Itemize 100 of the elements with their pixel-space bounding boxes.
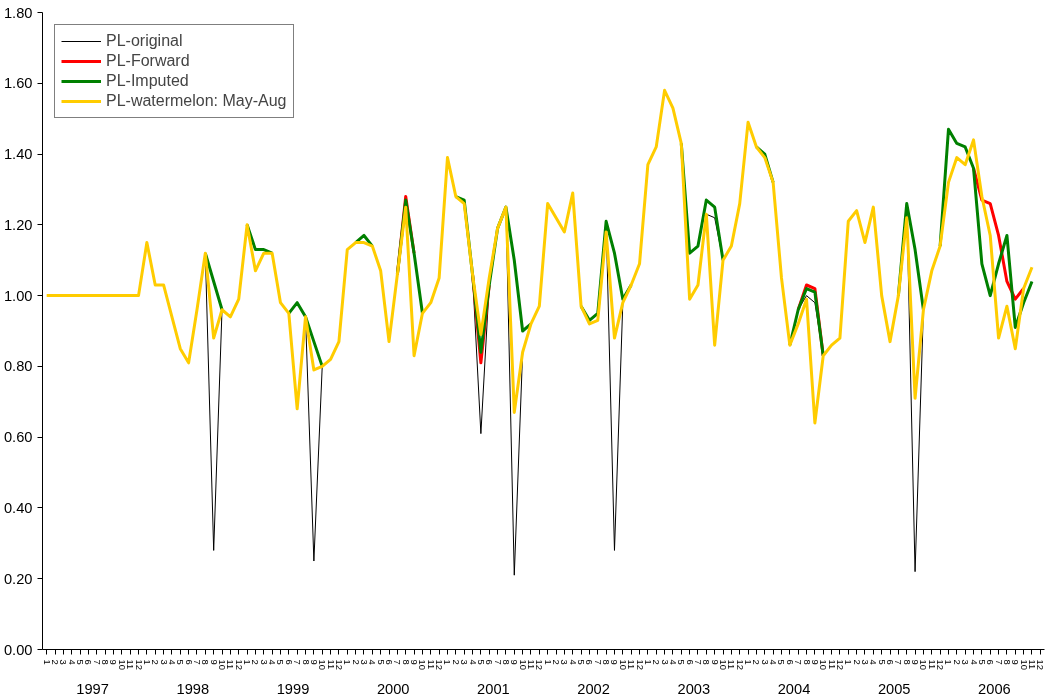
x-tick-label: 4 [768, 659, 779, 665]
legend-label: PL-original [106, 32, 183, 50]
y-tick-label: 0.60 [3, 429, 33, 446]
x-tick-label: 11 [726, 659, 737, 670]
x-tick-label: 11 [926, 659, 937, 670]
x-tick-label: 8 [400, 659, 411, 665]
x-tick-label: 11 [525, 659, 536, 670]
legend-label: PL-watermelon: May-Aug [106, 92, 287, 110]
x-tick-label: 11 [125, 659, 136, 670]
text: 2006 [978, 680, 1011, 696]
x-tick-label: 11 [626, 659, 637, 670]
x-tick-label: 11 [325, 659, 336, 670]
x-tick-label: 6 [885, 659, 896, 665]
text: 2005 [877, 680, 911, 696]
x-tick-label: 7 [91, 659, 102, 665]
x-tick-label: 5 [475, 659, 486, 665]
x-tick-label: 6 [985, 659, 996, 665]
x-tick-label: 5 [75, 659, 86, 665]
x-tick-label: 7 [592, 659, 603, 665]
x-tick-label: 3 [759, 659, 770, 665]
x-tick-label: 3 [859, 659, 870, 665]
x-tick-label: 3 [559, 659, 570, 665]
x-tick-label: 12 [534, 659, 545, 670]
x-tick-label: 2 [651, 659, 662, 665]
x-tick-label: 9 [609, 659, 620, 665]
x-tick-label: 7 [692, 659, 703, 665]
x-tick-label: 1 [642, 659, 653, 665]
y-tick-label: 0.00 [3, 641, 33, 658]
x-tick-label: 2 [350, 659, 361, 665]
x-tick-label: 10 [818, 659, 829, 670]
x-tick-label: 11 [1026, 659, 1037, 670]
x-tick-label: 2 [450, 659, 461, 665]
y-tick-label: 0.40 [3, 499, 33, 516]
x-tick-label: 12 [834, 659, 845, 670]
x-tick-label: 8 [300, 659, 311, 665]
x-tick-label: 12 [1035, 659, 1046, 670]
x-tick-label: 7 [993, 659, 1004, 665]
x-tick-label: 2 [250, 659, 261, 665]
x-tick-label: 9 [208, 659, 219, 665]
x-tick-label: 3 [58, 659, 69, 665]
x-tick-label: 5 [375, 659, 386, 665]
x-tick-label: 9 [709, 659, 720, 665]
text: 2003 [677, 680, 711, 696]
x-tick-label: 10 [1018, 659, 1029, 670]
x-tick-label: 2 [951, 659, 962, 665]
x-tick-label: 4 [968, 659, 979, 665]
x-tick-label: 5 [275, 659, 286, 665]
x-tick-label: 6 [183, 659, 194, 665]
x-tick-label: 11 [425, 659, 436, 670]
x-tick-label: 4 [467, 659, 478, 665]
x-tick-label: 11 [826, 659, 837, 670]
x-tick-label: 5 [676, 659, 687, 665]
x-tick-label: 3 [960, 659, 971, 665]
x-tick-label: 10 [116, 659, 127, 670]
x-tick-label: 10 [417, 659, 428, 670]
x-tick-label: 11 [225, 659, 236, 670]
y-tick-label: 0.20 [3, 570, 33, 587]
x-tick-label: 8 [200, 659, 211, 665]
x-tick-label: 8 [801, 659, 812, 665]
text: 2004 [777, 680, 811, 696]
x-tick-label: 12 [734, 659, 745, 670]
x-tick-label: 3 [659, 659, 670, 665]
x-tick-label: 9 [1010, 659, 1021, 665]
x-tick-label: 8 [500, 659, 511, 665]
x-tick-label: 3 [358, 659, 369, 665]
x-tick-label: 1 [943, 659, 954, 665]
text: 2001 [477, 680, 510, 696]
x-tick-label: 4 [267, 659, 278, 665]
y-tick-label: 1.20 [3, 216, 33, 233]
y-tick-label: 1.40 [3, 146, 33, 163]
text: 2002 [577, 680, 610, 696]
x-tick-label: 4 [667, 659, 678, 665]
x-tick-label: 10 [918, 659, 929, 670]
x-tick-label: 7 [191, 659, 202, 665]
x-tick-label: 12 [233, 659, 244, 670]
x-tick-label: 10 [317, 659, 328, 670]
x-tick-label: 12 [133, 659, 144, 670]
x-tick-label: 2 [551, 659, 562, 665]
x-tick-label: 7 [893, 659, 904, 665]
x-tick-label: 4 [66, 659, 77, 665]
y-tick-label: 0.80 [3, 358, 33, 375]
x-tick-label: 7 [292, 659, 303, 665]
x-tick-label: 12 [634, 659, 645, 670]
x-tick-label: 12 [333, 659, 344, 670]
line-series [45, 88, 1034, 425]
y-tick-label: 1.80 [3, 4, 33, 21]
x-tick-label: 9 [108, 659, 119, 665]
x-tick-label: 5 [776, 659, 787, 665]
x-tick-label: 3 [258, 659, 269, 665]
x-tick-label: 8 [601, 659, 612, 665]
x-tick-label: 5 [576, 659, 587, 665]
x-tick-label: 9 [509, 659, 520, 665]
legend-label: PL-Imputed [106, 72, 189, 90]
x-tick-label: 10 [718, 659, 729, 670]
x-tick-label: 1 [542, 659, 553, 665]
x-tick-label: 3 [459, 659, 470, 665]
x-tick-label: 6 [484, 659, 495, 665]
x-tick-label: 4 [367, 659, 378, 665]
x-tick-label: 1 [41, 659, 52, 665]
x-tick-label: 7 [492, 659, 503, 665]
